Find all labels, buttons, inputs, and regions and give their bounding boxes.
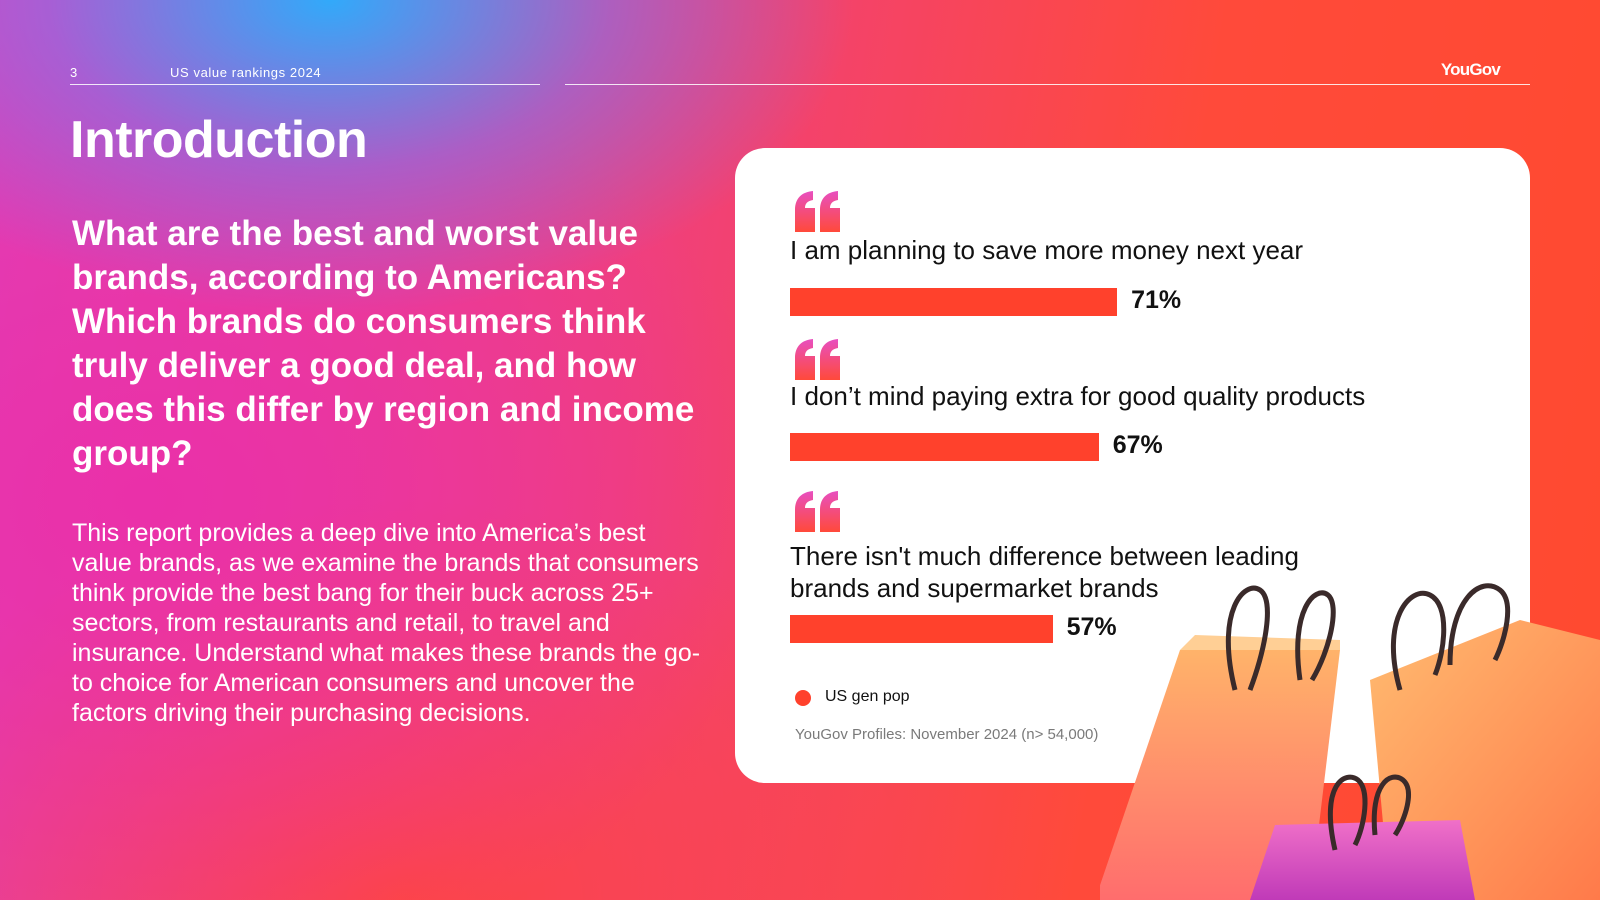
chart-source: YouGov Profiles: November 2024 (n> 54,00… [795,726,1099,743]
statement-3: There isn't much difference between lead… [790,541,1299,603]
page-number: 3 [70,65,78,80]
quote-icon [795,191,840,232]
bar-label-3: 57% [1066,613,1117,641]
bar-label-2: 67% [1112,431,1163,459]
quote-icon [795,339,840,380]
quote-icon [795,491,840,532]
statement-2: I don’t mind paying extra for good quali… [790,381,1366,411]
header-rule-left [70,84,540,85]
bar-3 [790,615,1053,643]
shopping-bags-illustration [1100,583,1600,900]
legend-label: US gen pop [825,688,910,705]
chart-card: I am planning to save more money next ye… [735,148,1530,783]
page-title: Introduction [70,111,368,169]
bar-1 [790,288,1118,316]
statement-1: I am planning to save more money next ye… [790,235,1304,265]
intro-question: What are the best and worst value brands… [72,214,695,473]
header-rule-right [565,84,1530,85]
intro-body: This report provides a deep dive into Am… [72,519,701,727]
document-title: US value rankings 2024 [170,65,322,80]
legend-swatch [795,690,811,706]
yougov-logo: YouGov [1440,60,1501,79]
bar-label-1: 71% [1131,286,1182,314]
bar-2 [790,433,1099,461]
